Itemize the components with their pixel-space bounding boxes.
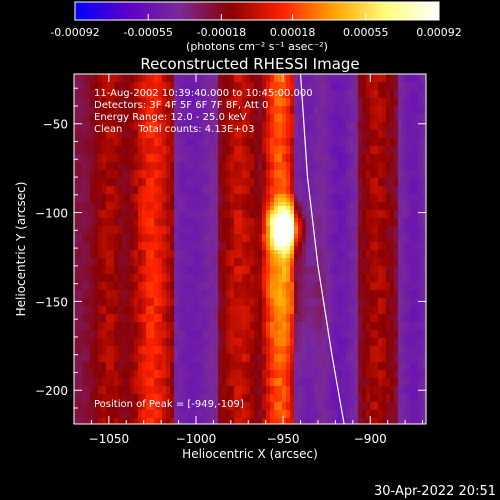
- colorbar-tick-label: 0.00018: [270, 26, 316, 39]
- x-tick-label: −1000: [176, 432, 217, 446]
- colorbar-tick-label: 0.00055: [343, 26, 389, 39]
- annotation-clean-counts: Clean Total counts: 4.13E+03: [94, 124, 254, 135]
- y-tick-label: −150: [35, 295, 68, 309]
- footer-timestamp: 30-Apr-2022 20:51: [374, 484, 496, 499]
- annotation-time-range: 11-Aug-2002 10:39:40.000 to 10:45:00.000: [94, 88, 313, 99]
- colorbar-tick-label: -0.00055: [123, 26, 172, 39]
- y-axis: −50 −100 −150 −200: [35, 87, 426, 409]
- x-axis-label: Heliocentric X (arcsec): [182, 447, 318, 461]
- x-tick-label: −950: [267, 432, 300, 446]
- plot-frame: [73, 73, 427, 425]
- x-axis: −1050 −1000 −950 −900: [89, 74, 424, 446]
- colorbar-ticks: -0.00092 -0.00055 -0.00018 0.00018 0.00055 0.…: [50, 14, 462, 39]
- solar-limb-curve: [299, 74, 345, 424]
- y-tick-label: −100: [35, 207, 68, 221]
- colorbar-tick-label: -0.00018: [197, 26, 246, 39]
- annotation-energy-range: Energy Range: 12.0 - 25.0 keV: [94, 112, 247, 123]
- colorbar: [74, 1, 440, 21]
- chart-title: Reconstructed RHESSI Image: [140, 55, 359, 73]
- y-tick-label: −200: [35, 384, 68, 398]
- colorbar-tick-label: 0.00092: [416, 26, 462, 39]
- colorbar-unit-label: (photons cm⁻² s⁻¹ asec⁻²): [186, 40, 328, 53]
- peak-position-label: Position of Peak = [-949,-109]: [94, 399, 244, 410]
- colorbar-tick-label: -0.00092: [50, 26, 99, 39]
- y-tick-label: −50: [43, 118, 68, 132]
- heatmap-image: [74, 74, 426, 424]
- x-tick-label: −1050: [89, 432, 130, 446]
- annotation-detectors: Detectors: 3F 4F 5F 6F 7F 8F, Att 0: [94, 100, 268, 111]
- y-axis-label: Heliocentric Y (arcsec): [14, 182, 28, 317]
- x-tick-label: −900: [354, 432, 387, 446]
